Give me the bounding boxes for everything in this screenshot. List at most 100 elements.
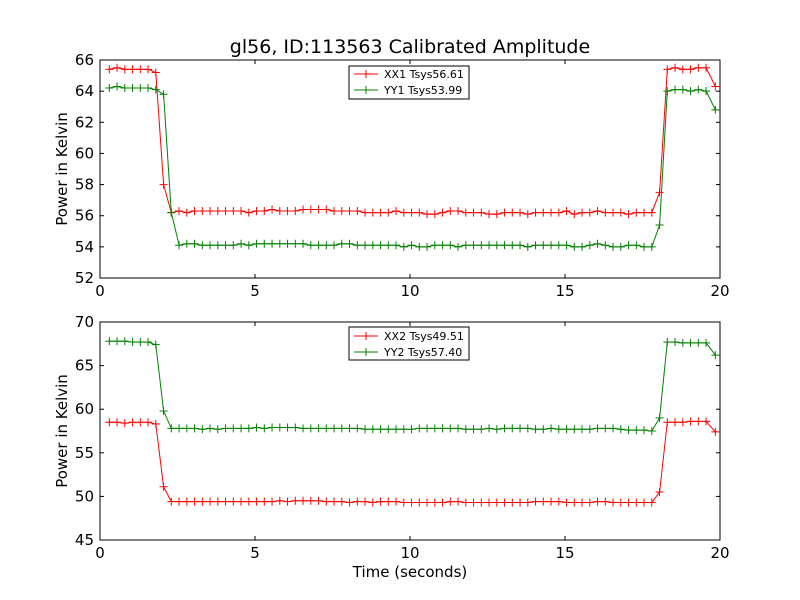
data-point	[198, 497, 207, 506]
data-point	[477, 241, 486, 250]
chart-top-legend: XX1 Tsys56.61 YY1 Tsys53.99	[348, 65, 470, 100]
data-point	[159, 406, 168, 415]
data-point	[562, 425, 571, 434]
data-point	[128, 418, 137, 427]
data-point	[686, 87, 695, 96]
data-point	[578, 498, 587, 507]
data-point	[578, 425, 587, 434]
data-point	[711, 351, 720, 360]
data-point	[500, 241, 509, 250]
data-point	[523, 210, 532, 219]
data-point	[151, 420, 160, 429]
data-point	[198, 241, 207, 250]
data-point	[206, 424, 215, 433]
data-point	[167, 208, 176, 217]
data-point	[500, 208, 509, 217]
data-point	[601, 424, 610, 433]
data-point	[244, 424, 253, 433]
data-point	[407, 241, 416, 250]
data-point	[485, 210, 494, 219]
data-point	[430, 424, 439, 433]
chart-top-legend-entry-0: XX1 Tsys56.61	[354, 68, 464, 81]
data-point	[423, 498, 432, 507]
data-point	[314, 241, 323, 250]
data-point	[306, 424, 315, 433]
data-point	[384, 208, 393, 217]
data-point	[647, 427, 656, 435]
x-tick-label: 5	[250, 544, 260, 562]
data-point	[337, 207, 346, 216]
data-point	[655, 413, 664, 422]
data-point	[345, 498, 354, 507]
series-1	[105, 337, 720, 435]
x-tick-label: 0	[95, 544, 105, 562]
data-point	[647, 498, 656, 507]
x-tick-label: 10	[400, 544, 419, 562]
data-point	[469, 425, 478, 434]
data-point	[632, 241, 641, 250]
data-point	[547, 424, 556, 433]
data-point	[415, 242, 424, 251]
data-point	[523, 498, 532, 507]
data-point	[616, 425, 625, 434]
data-point	[415, 498, 424, 507]
series-0	[105, 63, 720, 219]
y-tick-label: 55	[75, 444, 94, 462]
data-point	[616, 242, 625, 251]
data-point	[686, 417, 695, 426]
data-point	[237, 424, 246, 433]
chart-top-legend-box	[348, 65, 470, 100]
data-point	[345, 424, 354, 433]
data-point	[144, 418, 153, 427]
data-point	[678, 65, 687, 74]
y-tick-label: 64	[75, 82, 94, 100]
data-point	[523, 424, 532, 433]
data-point	[159, 180, 168, 189]
data-point	[516, 241, 525, 250]
data-point	[446, 424, 455, 433]
data-point	[392, 241, 401, 250]
data-point	[640, 498, 649, 507]
data-point	[624, 426, 633, 435]
data-point	[237, 239, 246, 248]
data-point	[322, 205, 331, 214]
chart-bottom-legend: XX2 Tsys49.51 YY2 Tsys57.40	[348, 326, 470, 361]
data-point	[113, 63, 122, 72]
data-point	[694, 85, 703, 94]
data-point	[260, 497, 269, 506]
data-point	[198, 425, 207, 434]
data-point	[663, 418, 672, 427]
data-point	[353, 207, 362, 216]
data-point	[702, 338, 711, 347]
x-tick-label: 20	[710, 544, 729, 562]
data-point	[291, 207, 300, 216]
data-point	[229, 497, 238, 506]
data-point	[283, 207, 292, 216]
data-point	[353, 424, 362, 433]
chart-bottom: 0 5 10 15 20 45 50 55 60 65 70 Power in Kelvin Tim…	[53, 313, 730, 581]
data-point	[283, 239, 292, 248]
data-point	[175, 241, 184, 250]
data-point	[268, 497, 277, 506]
y-tick-label: 65	[75, 357, 94, 375]
data-point	[539, 241, 548, 250]
data-point	[539, 425, 548, 434]
data-point	[446, 207, 455, 216]
data-point	[624, 210, 633, 219]
data-point	[711, 427, 720, 436]
data-point	[322, 424, 331, 433]
data-point	[554, 425, 563, 434]
data-point	[136, 65, 145, 74]
data-point	[376, 241, 385, 250]
data-point	[585, 241, 594, 250]
data-point	[368, 208, 377, 217]
data-point	[454, 242, 463, 251]
x-tick-label: 10	[400, 282, 419, 300]
data-point	[477, 208, 486, 217]
data-point	[655, 188, 664, 197]
y-tick-label: 62	[75, 113, 94, 131]
data-point	[190, 239, 199, 248]
data-point	[221, 207, 230, 216]
data-point	[609, 498, 618, 507]
data-point	[454, 424, 463, 433]
